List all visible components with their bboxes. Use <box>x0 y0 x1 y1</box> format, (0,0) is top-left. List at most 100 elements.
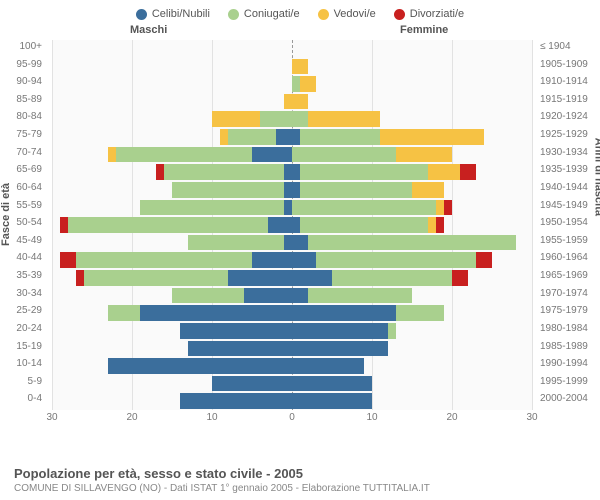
bar-female[interactable] <box>300 76 316 92</box>
pyramid-row <box>52 304 532 322</box>
age-label: 85-89 <box>0 94 48 105</box>
birth-year-label: 1995-1999 <box>534 376 594 387</box>
bar-male[interactable] <box>252 252 292 268</box>
bar-male[interactable] <box>284 182 292 198</box>
bar-female[interactable] <box>452 270 468 286</box>
bar-female[interactable] <box>436 200 444 216</box>
bar-female[interactable] <box>292 393 372 409</box>
bar-female[interactable] <box>292 252 316 268</box>
bar-male[interactable] <box>84 270 228 286</box>
bar-male[interactable] <box>284 200 292 216</box>
bar-female[interactable] <box>436 217 444 233</box>
age-label: 50-54 <box>0 217 48 228</box>
bar-female[interactable] <box>396 147 452 163</box>
bar-male[interactable] <box>68 217 268 233</box>
bar-male[interactable] <box>212 376 292 392</box>
birth-year-label: 1965-1969 <box>534 270 594 281</box>
bar-male[interactable] <box>60 217 68 233</box>
bar-male[interactable] <box>244 288 292 304</box>
bar-female[interactable] <box>292 182 300 198</box>
bar-female[interactable] <box>292 305 396 321</box>
bar-female[interactable] <box>300 217 428 233</box>
bar-female[interactable] <box>308 235 516 251</box>
bar-male[interactable] <box>228 129 276 145</box>
bar-male[interactable] <box>284 164 292 180</box>
bar-male[interactable] <box>76 270 84 286</box>
bar-male[interactable] <box>188 341 292 357</box>
legend: Celibi/NubiliConiugati/eVedovi/eDivorzia… <box>0 0 600 24</box>
bar-male[interactable] <box>108 147 116 163</box>
bar-female[interactable] <box>308 288 412 304</box>
bar-female[interactable] <box>292 270 332 286</box>
bar-female[interactable] <box>332 270 452 286</box>
bar-female[interactable] <box>388 323 396 339</box>
bar-female[interactable] <box>300 129 380 145</box>
bar-female[interactable] <box>292 164 300 180</box>
bar-male[interactable] <box>108 305 140 321</box>
bar-female[interactable] <box>412 182 444 198</box>
pyramid-row <box>52 110 532 128</box>
bar-female[interactable] <box>316 252 476 268</box>
bar-male[interactable] <box>188 235 284 251</box>
bar-female[interactable] <box>292 59 308 75</box>
birth-year-label: 1935-1939 <box>534 164 594 175</box>
birth-year-label: 1970-1974 <box>534 288 594 299</box>
bar-male[interactable] <box>268 217 292 233</box>
bar-female[interactable] <box>292 288 308 304</box>
bar-female[interactable] <box>292 147 396 163</box>
bar-female[interactable] <box>300 164 428 180</box>
bar-male[interactable] <box>220 129 228 145</box>
bar-female[interactable] <box>476 252 492 268</box>
pyramid-row <box>52 234 532 252</box>
birth-year-label: 1975-1979 <box>534 305 594 316</box>
bar-female[interactable] <box>292 76 300 92</box>
age-label: 40-44 <box>0 252 48 263</box>
bar-female[interactable] <box>300 182 412 198</box>
bar-male[interactable] <box>140 200 284 216</box>
pyramid-row <box>52 75 532 93</box>
bar-male[interactable] <box>140 305 292 321</box>
bar-male[interactable] <box>284 94 292 110</box>
bar-female[interactable] <box>292 217 300 233</box>
bar-male[interactable] <box>180 323 292 339</box>
bar-male[interactable] <box>276 129 292 145</box>
bar-female[interactable] <box>460 164 476 180</box>
bar-female[interactable] <box>292 376 372 392</box>
bar-female[interactable] <box>396 305 444 321</box>
bar-male[interactable] <box>156 164 164 180</box>
bar-male[interactable] <box>172 288 244 304</box>
bar-male[interactable] <box>172 182 284 198</box>
bar-female[interactable] <box>292 111 308 127</box>
bar-male[interactable] <box>284 235 292 251</box>
pyramid-row <box>52 340 532 358</box>
bar-male[interactable] <box>260 111 292 127</box>
legend-item: Vedovi/e <box>318 8 376 20</box>
bar-male[interactable] <box>108 358 292 374</box>
bar-female[interactable] <box>428 217 436 233</box>
legend-swatch <box>394 9 405 20</box>
bar-female[interactable] <box>292 200 436 216</box>
header-female: Femmine <box>400 24 448 36</box>
bar-female[interactable] <box>292 94 308 110</box>
bar-male[interactable] <box>212 111 260 127</box>
bar-male[interactable] <box>164 164 284 180</box>
pyramid-row <box>52 357 532 375</box>
bar-female[interactable] <box>292 358 364 374</box>
bar-female[interactable] <box>308 111 380 127</box>
gridline <box>532 40 533 410</box>
bar-female[interactable] <box>380 129 484 145</box>
bar-male[interactable] <box>76 252 252 268</box>
bar-male[interactable] <box>180 393 292 409</box>
bar-male[interactable] <box>60 252 76 268</box>
bar-female[interactable] <box>292 341 388 357</box>
bar-female[interactable] <box>292 129 300 145</box>
bar-male[interactable] <box>116 147 252 163</box>
bar-female[interactable] <box>444 200 452 216</box>
bar-female[interactable] <box>292 323 388 339</box>
age-label: 65-69 <box>0 164 48 175</box>
bar-male[interactable] <box>228 270 292 286</box>
pyramid-row <box>52 216 532 234</box>
bar-male[interactable] <box>252 147 292 163</box>
bar-female[interactable] <box>292 235 308 251</box>
bar-female[interactable] <box>428 164 460 180</box>
